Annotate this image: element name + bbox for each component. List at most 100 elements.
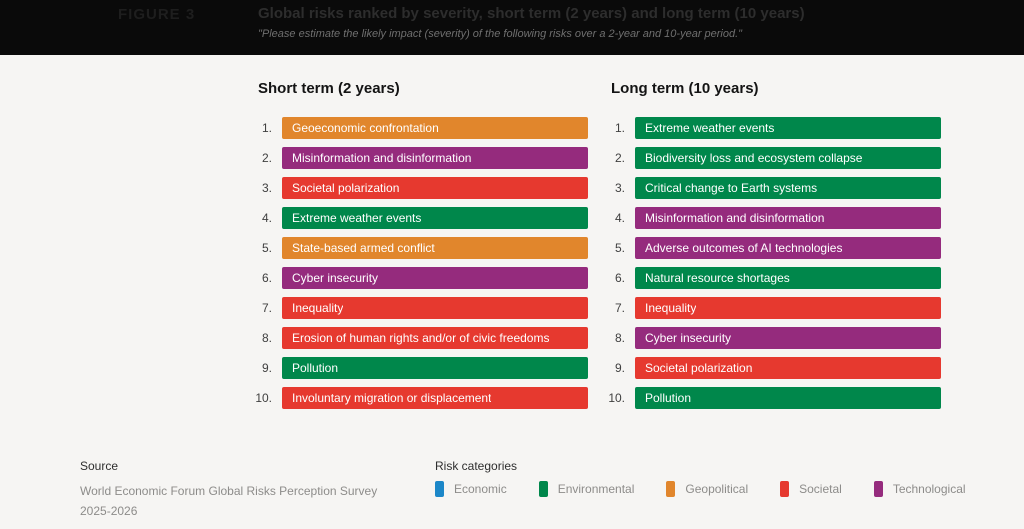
- risk-bar: Extreme weather events: [635, 117, 941, 139]
- risk-bar-label: Inequality: [645, 301, 697, 315]
- risk-rank-number: 6.: [261, 271, 272, 285]
- risk-bar-label: Misinformation and disinformation: [292, 151, 472, 165]
- risk-rank-number: 10.: [608, 391, 625, 405]
- risk-rank-number: 3.: [261, 181, 272, 195]
- risk-row: 9. Societal polarization: [593, 357, 941, 379]
- risk-bar-label: Societal polarization: [645, 361, 753, 375]
- risk-row: 7. Inequality: [240, 297, 588, 319]
- risk-rank-number: 3.: [614, 181, 625, 195]
- risk-bar: Geoeconomic confrontation: [282, 117, 588, 139]
- risk-row: 3. Societal polarization: [240, 177, 588, 199]
- risk-row: 8. Cyber insecurity: [593, 327, 941, 349]
- risk-rank-number: 9.: [261, 361, 272, 375]
- risk-bar: Pollution: [282, 357, 588, 379]
- source-label: Source: [80, 459, 119, 473]
- legend-color-swatch: [538, 481, 548, 497]
- risk-bar: Natural resource shortages: [635, 267, 941, 289]
- legend-item: Economic: [435, 481, 507, 497]
- risk-row: 10. Pollution: [593, 387, 941, 409]
- risk-row: 6. Natural resource shortages: [593, 267, 941, 289]
- risk-rank-number: 6.: [614, 271, 625, 285]
- legend-item: Technological: [873, 481, 966, 497]
- risk-bar-label: Extreme weather events: [645, 121, 775, 135]
- legend-label: Economic: [454, 482, 507, 496]
- risk-bar: Extreme weather events: [282, 207, 588, 229]
- risk-row: 4. Misinformation and disinformation: [593, 207, 941, 229]
- risk-bar: Societal polarization: [635, 357, 941, 379]
- risk-rank-number: 2.: [614, 151, 625, 165]
- risk-bar-label: Biodiversity loss and ecosystem collapse: [645, 151, 863, 165]
- risk-rank-number: 4.: [614, 211, 625, 225]
- risk-bar: Societal polarization: [282, 177, 588, 199]
- risk-bar: Pollution: [635, 387, 941, 409]
- risk-rank-number: 10.: [255, 391, 272, 405]
- legend-item: Societal: [780, 481, 842, 497]
- risk-bar-label: Pollution: [292, 361, 339, 375]
- legend-items: Economic Environmental Geopolitical Societa…: [435, 481, 998, 497]
- figure-header-bar: FIGURE 3 Global risks ranked by severity…: [0, 0, 1024, 55]
- risk-row: 3. Critical change to Earth systems: [593, 177, 941, 199]
- risk-row: 6. Cyber insecurity: [240, 267, 588, 289]
- source-text-line1: World Economic Forum Global Risks Percep…: [80, 484, 378, 498]
- risk-bar: Adverse outcomes of AI technologies: [635, 237, 941, 259]
- risk-row: 1. Geoeconomic confrontation: [240, 117, 588, 139]
- risk-bar: Misinformation and disinformation: [282, 147, 588, 169]
- legend-color-swatch: [435, 481, 444, 497]
- risk-rank-number: 5.: [614, 241, 625, 255]
- risk-bar-label: Societal polarization: [292, 181, 400, 195]
- legend-color-swatch: [780, 481, 790, 497]
- risk-bar-label: Adverse outcomes of AI technologies: [645, 241, 843, 255]
- legend-item: Environmental: [538, 481, 634, 497]
- risk-bar: Cyber insecurity: [635, 327, 941, 349]
- risk-bar-label: Involuntary migration or displacement: [292, 391, 492, 405]
- risk-row: 7. Inequality: [593, 297, 941, 319]
- risk-bar-label: Cyber insecurity: [645, 331, 732, 345]
- risk-bar-label: State-based armed conflict: [292, 241, 435, 255]
- risk-rank-number: 5.: [261, 241, 272, 255]
- figure-subtitle: "Please estimate the likely impact (seve…: [258, 28, 743, 40]
- figure-number-label: FIGURE 3: [118, 6, 196, 23]
- risk-rank-number: 8.: [614, 331, 625, 345]
- risk-bar-label: Geoeconomic confrontation: [292, 121, 439, 135]
- short-term-column: Short term (2 years) 1. Geoeconomic confr…: [240, 80, 588, 409]
- risk-row: 8. Erosion of human rights and/or of civi…: [240, 327, 588, 349]
- risk-rank-number: 7.: [261, 301, 272, 315]
- risk-bar-label: Erosion of human rights and/or of civic …: [292, 331, 550, 345]
- risk-bar: State-based armed conflict: [282, 237, 588, 259]
- legend-label: Technological: [892, 482, 966, 496]
- risk-rank-number: 8.: [261, 331, 272, 345]
- risk-rank-number: 1.: [614, 121, 625, 135]
- risk-categories-legend: Risk categories Economic Environmental Geo…: [435, 459, 998, 497]
- risk-rank-number: 4.: [261, 211, 272, 225]
- risk-row: 5. Adverse outcomes of AI technologies: [593, 237, 941, 259]
- figure-title: Global risks ranked by severity, short t…: [258, 5, 805, 22]
- risk-bar: Cyber insecurity: [282, 267, 588, 289]
- legend-label: Societal: [799, 482, 842, 496]
- risk-row: 10. Involuntary migration or displacement: [240, 387, 588, 409]
- risk-bar-label: Natural resource shortages: [645, 271, 790, 285]
- risk-bar: Inequality: [635, 297, 941, 319]
- risk-row: 2. Biodiversity loss and ecosystem collap…: [593, 147, 941, 169]
- risk-bar: Erosion of human rights and/or of civic …: [282, 327, 588, 349]
- risk-rank-number: 2.: [261, 151, 272, 165]
- legend-title: Risk categories: [435, 459, 518, 473]
- source-block: Source World Economic Forum Global Risks…: [80, 459, 377, 521]
- legend-item: Geopolitical: [666, 481, 748, 497]
- risk-rank-number: 7.: [614, 301, 625, 315]
- risk-row: 5. State-based armed conflict: [240, 237, 588, 259]
- risk-bar-label: Inequality: [292, 301, 344, 315]
- risk-row: 9. Pollution: [240, 357, 588, 379]
- long-term-rows: 1. Extreme weather events 2. Biodiversity l…: [593, 117, 941, 417]
- risk-rank-number: 1.: [261, 121, 272, 135]
- legend-label: Geopolitical: [685, 482, 749, 496]
- risk-bar-label: Cyber insecurity: [292, 271, 379, 285]
- risk-bar-label: Misinformation and disinformation: [645, 211, 825, 225]
- legend-color-swatch: [666, 481, 676, 497]
- risk-rank-number: 9.: [614, 361, 625, 375]
- risk-bar-label: Extreme weather events: [292, 211, 422, 225]
- long-term-heading: Long term (10 years): [611, 80, 759, 97]
- short-term-heading: Short term (2 years): [258, 80, 400, 97]
- risk-row: 4. Extreme weather events: [240, 207, 588, 229]
- short-term-rows: 1. Geoeconomic confrontation 2. Misinformat…: [240, 117, 588, 417]
